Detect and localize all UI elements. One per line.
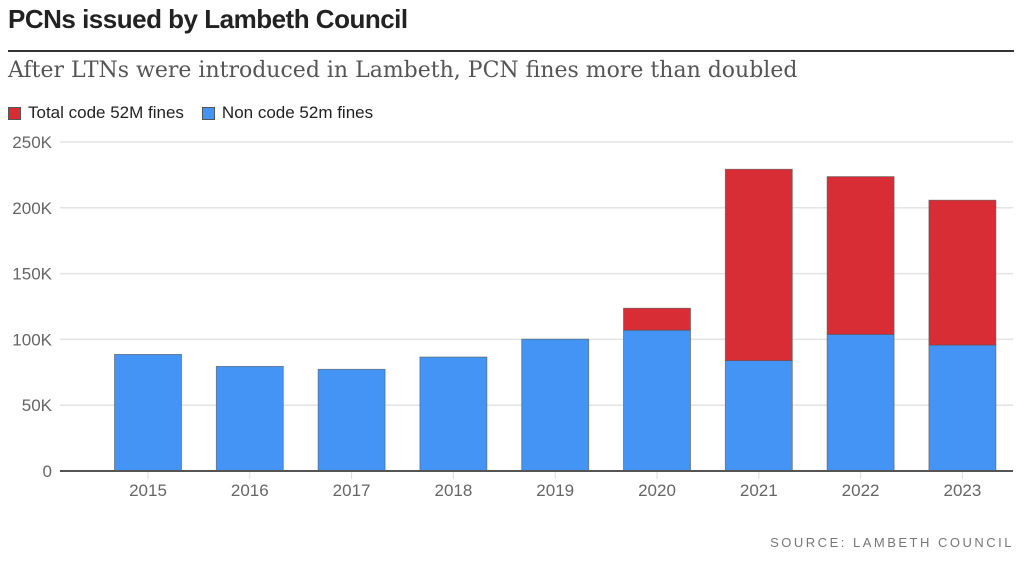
legend-label-code-52m: Total code 52M fines bbox=[28, 103, 184, 122]
y-tick-label: 200K bbox=[12, 199, 52, 218]
chart-subtitle: After LTNs were introduced in Lambeth, P… bbox=[8, 58, 798, 83]
x-tick-label: 2018 bbox=[434, 481, 472, 500]
bar-2021-non-code-52m bbox=[724, 360, 793, 472]
y-tick-label: 100K bbox=[12, 330, 52, 349]
y-tick-label: 250K bbox=[12, 133, 52, 152]
bar-2018-non-code-52m bbox=[419, 356, 488, 472]
legend: Total code 52M fines Non code 52m fines bbox=[8, 103, 391, 123]
y-tick-label: 150K bbox=[12, 265, 52, 284]
legend-label-non-code-52m: Non code 52m fines bbox=[221, 103, 374, 122]
x-tick-label: 2023 bbox=[943, 481, 981, 500]
bar-2016-non-code-52m bbox=[215, 365, 284, 472]
bar-2023-non-code-52m bbox=[928, 344, 997, 472]
x-tick-label: 2022 bbox=[842, 481, 880, 500]
bar-2017-non-code-52m bbox=[317, 368, 386, 472]
source-note: SOURCE: LAMBETH COUNCIL bbox=[770, 535, 1014, 550]
legend-item-code-52m: Total code 52M fines bbox=[8, 103, 184, 123]
title-divider bbox=[8, 50, 1014, 52]
legend-item-non-code-52m: Non code 52m fines bbox=[201, 103, 374, 123]
y-tick-label: 0 bbox=[43, 462, 52, 481]
bar-2015-non-code-52m bbox=[114, 354, 182, 472]
x-tick-label: 2017 bbox=[333, 481, 371, 500]
chart-title: PCNs issued by Lambeth Council bbox=[8, 4, 408, 34]
bar-2021-code-52m bbox=[724, 168, 793, 361]
bar-2020-non-code-52m bbox=[623, 329, 691, 472]
bar-2020-code-52m bbox=[623, 307, 691, 331]
x-tick-label: 2015 bbox=[129, 481, 167, 500]
bar-2019-non-code-52m bbox=[521, 338, 590, 472]
bar-2022-non-code-52m bbox=[826, 333, 895, 472]
bar-2023-code-52m bbox=[928, 199, 997, 346]
legend-swatch-code-52m bbox=[8, 106, 21, 120]
y-tick-label: 50K bbox=[22, 396, 53, 415]
bar-2022-code-52m bbox=[826, 176, 895, 335]
x-tick-label: 2020 bbox=[638, 481, 676, 500]
legend-swatch-non-code-52m bbox=[201, 106, 215, 120]
x-tick-label: 2019 bbox=[536, 481, 574, 500]
x-tick-label: 2016 bbox=[231, 481, 269, 500]
x-tick-label: 2021 bbox=[740, 481, 778, 500]
